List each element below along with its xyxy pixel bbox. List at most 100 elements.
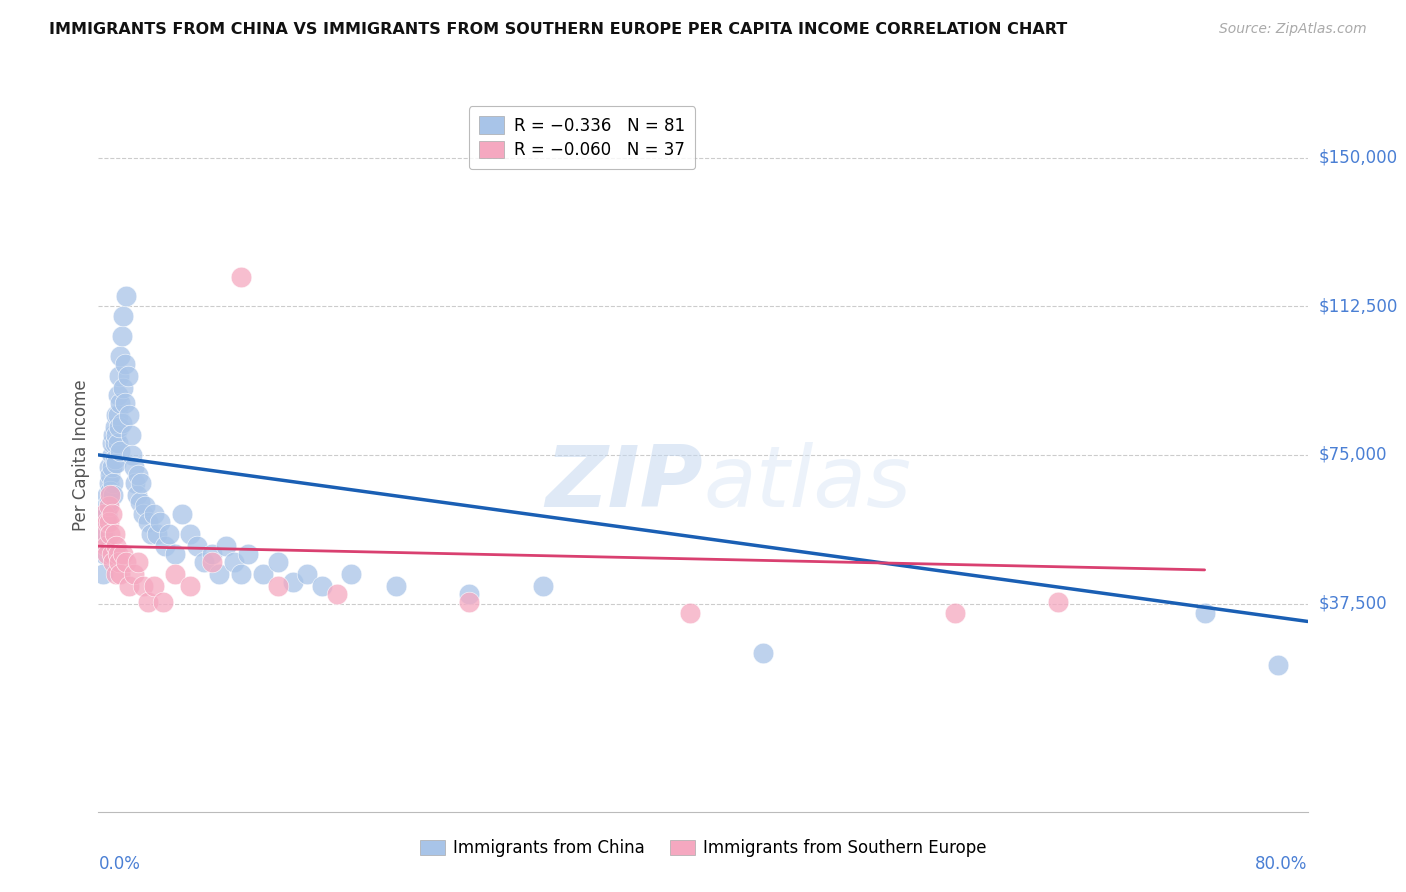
- Point: [325, 587, 347, 601]
- Point: [108, 420, 131, 434]
- Point: [96, 547, 118, 561]
- Point: [125, 487, 148, 501]
- Point: [104, 420, 127, 434]
- Point: [115, 555, 138, 569]
- Point: [186, 539, 208, 553]
- Point: [110, 444, 132, 458]
- Point: [215, 539, 238, 553]
- Text: atlas: atlas: [703, 442, 911, 525]
- Point: [163, 547, 186, 561]
- Point: [131, 579, 153, 593]
- Point: [1046, 594, 1069, 608]
- Point: [100, 547, 122, 561]
- Point: [297, 566, 319, 581]
- Point: [104, 436, 127, 450]
- Point: [97, 500, 120, 514]
- Point: [98, 487, 121, 501]
- Point: [98, 527, 121, 541]
- Point: [97, 495, 120, 509]
- Point: [458, 587, 481, 601]
- Point: [267, 555, 290, 569]
- Point: [94, 500, 117, 514]
- Point: [96, 508, 118, 522]
- Point: [458, 594, 481, 608]
- Point: [100, 508, 122, 522]
- Point: [97, 516, 120, 530]
- Point: [96, 516, 118, 530]
- Point: [179, 527, 201, 541]
- Point: [105, 428, 128, 442]
- Point: [98, 467, 121, 482]
- Point: [107, 409, 129, 423]
- Point: [193, 555, 215, 569]
- Point: [229, 269, 252, 284]
- Point: [943, 607, 966, 621]
- Point: [138, 594, 160, 608]
- Point: [100, 459, 122, 474]
- Point: [267, 579, 290, 593]
- Point: [101, 555, 124, 569]
- Point: [122, 459, 145, 474]
- Point: [111, 329, 134, 343]
- Text: $75,000: $75,000: [1319, 446, 1388, 464]
- Point: [311, 579, 333, 593]
- Point: [93, 547, 115, 561]
- Point: [117, 368, 139, 383]
- Point: [138, 516, 160, 530]
- Text: Source: ZipAtlas.com: Source: ZipAtlas.com: [1219, 22, 1367, 37]
- Point: [146, 527, 169, 541]
- Point: [110, 349, 132, 363]
- Point: [143, 579, 166, 593]
- Point: [679, 607, 702, 621]
- Point: [124, 475, 146, 490]
- Point: [97, 459, 120, 474]
- Point: [118, 579, 141, 593]
- Point: [118, 409, 141, 423]
- Point: [252, 566, 274, 581]
- Point: [157, 527, 180, 541]
- Point: [107, 436, 129, 450]
- Point: [121, 448, 143, 462]
- Text: ZIP: ZIP: [546, 442, 703, 525]
- Point: [752, 646, 775, 660]
- Point: [91, 527, 114, 541]
- Point: [112, 380, 135, 394]
- Text: 0.0%: 0.0%: [98, 855, 141, 872]
- Text: $150,000: $150,000: [1319, 149, 1398, 167]
- Point: [115, 289, 138, 303]
- Point: [91, 566, 114, 581]
- Point: [108, 555, 131, 569]
- Point: [105, 539, 128, 553]
- Text: $112,500: $112,500: [1319, 297, 1398, 315]
- Point: [94, 516, 117, 530]
- Point: [120, 428, 142, 442]
- Text: IMMIGRANTS FROM CHINA VS IMMIGRANTS FROM SOUTHERN EUROPE PER CAPITA INCOME CORRE: IMMIGRANTS FROM CHINA VS IMMIGRANTS FROM…: [49, 22, 1067, 37]
- Point: [1267, 658, 1289, 673]
- Y-axis label: Per Capita Income: Per Capita Income: [72, 379, 90, 531]
- Point: [101, 428, 124, 442]
- Point: [110, 566, 132, 581]
- Point: [111, 416, 134, 430]
- Point: [93, 508, 115, 522]
- Point: [149, 516, 172, 530]
- Point: [531, 579, 554, 593]
- Point: [100, 448, 122, 462]
- Point: [107, 388, 129, 402]
- Point: [114, 357, 136, 371]
- Point: [112, 547, 135, 561]
- Point: [105, 456, 128, 470]
- Point: [229, 566, 252, 581]
- Text: 80.0%: 80.0%: [1256, 855, 1308, 872]
- Point: [153, 539, 176, 553]
- Point: [122, 566, 145, 581]
- Point: [97, 475, 120, 490]
- Point: [163, 566, 186, 581]
- Point: [152, 594, 174, 608]
- Point: [134, 500, 156, 514]
- Point: [172, 508, 194, 522]
- Text: $37,500: $37,500: [1319, 595, 1388, 613]
- Point: [108, 368, 131, 383]
- Point: [96, 487, 118, 501]
- Point: [201, 547, 224, 561]
- Point: [1194, 607, 1216, 621]
